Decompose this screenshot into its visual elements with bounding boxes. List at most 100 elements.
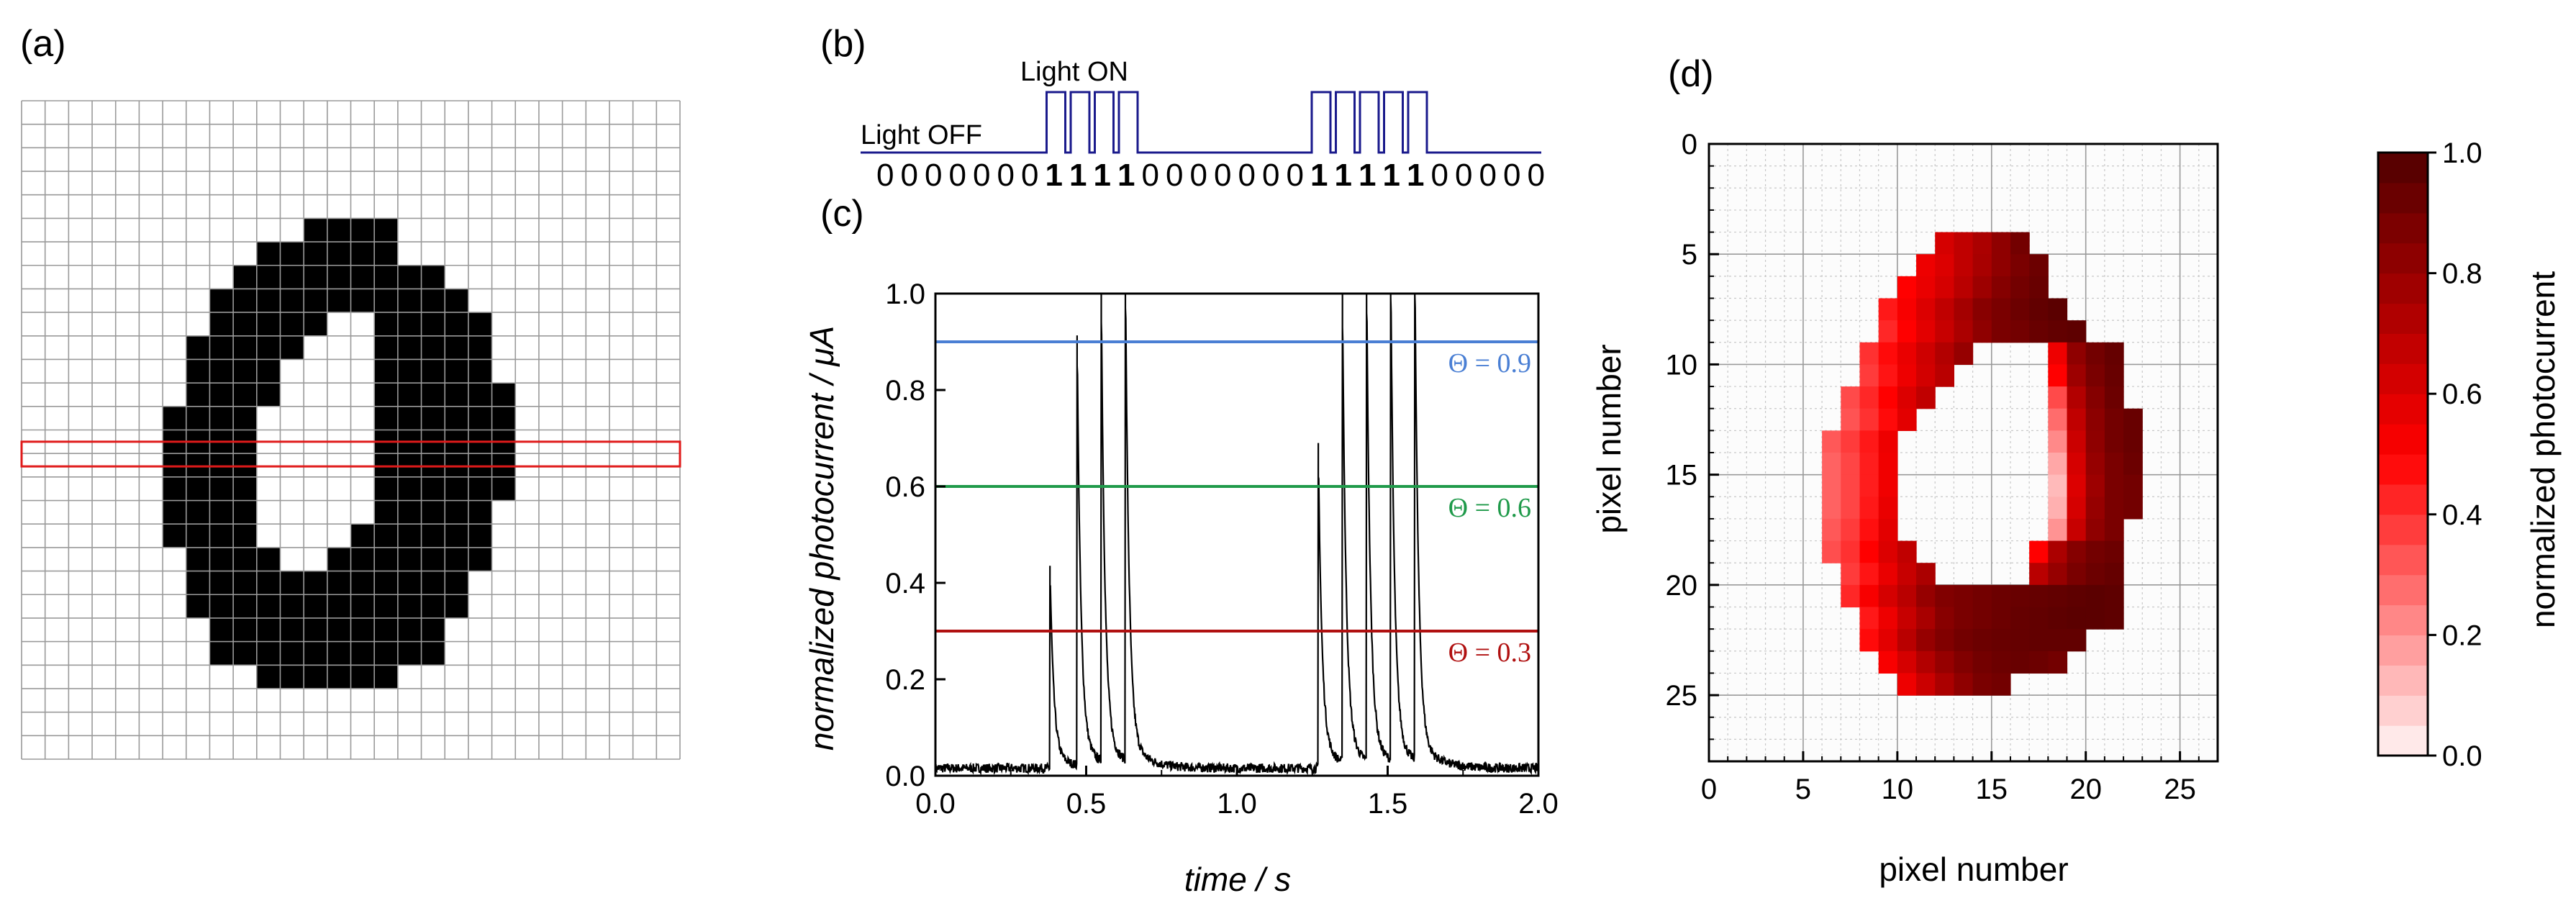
- c-y-tick-label: 0.4: [885, 568, 925, 599]
- colorbar-frame: [2377, 151, 2429, 757]
- heatmap-cell: [1991, 629, 2011, 652]
- colorbar-tick-label: 0.2: [2442, 620, 2482, 651]
- heatmap-cell: [1878, 364, 1898, 387]
- heatmap-cell: [2104, 563, 2124, 586]
- heatmap-cell: [1972, 320, 1992, 343]
- heatmap-cell: [1897, 540, 1917, 563]
- bit-digit: 0: [1214, 158, 1231, 193]
- heatmap-cell: [1841, 563, 1861, 586]
- heatmap-cell: [1878, 540, 1898, 563]
- heatmap-cell: [2010, 232, 2030, 255]
- heatmap-cell: [1991, 584, 2011, 608]
- heatmap-cell: [1991, 607, 2011, 630]
- heatmap-cell: [1935, 298, 1955, 321]
- heatmap-cell: [2029, 276, 2049, 299]
- heatmap-cell: [1841, 430, 1861, 453]
- heatmap-cell: [1935, 320, 1955, 343]
- colorbar-title: normalized photocurrent: [2524, 271, 2562, 628]
- heatmap-cell: [1935, 673, 1955, 696]
- heatmap-cell: [2048, 607, 2068, 630]
- heatmap-cell: [1897, 563, 1917, 586]
- heatmap-cell: [1878, 518, 1898, 542]
- heatmap-cell: [2085, 386, 2105, 409]
- heatmap-cell: [2067, 518, 2087, 542]
- heatmap-cell: [1991, 651, 2011, 674]
- heatmap-cell: [1916, 563, 1936, 586]
- colorbar-segment: [2378, 212, 2428, 244]
- light-off-label: Light OFF: [861, 120, 982, 150]
- bit-digit: 0: [1479, 158, 1497, 193]
- heatmap-cell: [1935, 607, 1955, 630]
- colorbar-segment: [2378, 363, 2428, 394]
- bit-digit: 0: [901, 158, 918, 193]
- digit-pixel: [209, 312, 327, 336]
- heatmap-cell: [2048, 474, 2068, 497]
- heatmap-cell: [2067, 342, 2087, 366]
- heatmap-cell: [2048, 408, 2068, 431]
- heatmap-cell: [1859, 364, 1879, 387]
- heatmap-cell: [2048, 518, 2068, 542]
- heatmap-cell: [1954, 607, 1974, 630]
- heatmap-cell: [1972, 673, 1992, 696]
- heatmap-cell: [1897, 584, 1917, 608]
- bit-digit: 0: [1455, 158, 1472, 193]
- d-y-tick-label: 20: [1666, 570, 1698, 602]
- panel-a-digit-grid: [20, 100, 681, 760]
- heatmap-cell: [1878, 651, 1898, 674]
- heatmap-cell: [2123, 408, 2143, 431]
- heatmap-cell: [2048, 629, 2068, 652]
- heatmap-cell: [1822, 518, 1841, 542]
- bit-digit: 0: [1166, 158, 1183, 193]
- heatmap-cell: [1935, 629, 1955, 652]
- heatmap-cell: [2104, 408, 2124, 431]
- heatmap-cell: [1897, 607, 1917, 630]
- heatmap-cell: [1859, 430, 1879, 453]
- heatmap-cell: [1897, 673, 1917, 696]
- heatmap-cell: [2067, 540, 2087, 563]
- bit-digit: 0: [925, 158, 942, 193]
- heatmap-cell: [2029, 298, 2049, 321]
- colorbar-segment: [2378, 514, 2428, 545]
- heatmap-cell: [2085, 607, 2105, 630]
- heatmap-cell: [1841, 408, 1861, 431]
- threshold-label-1: Θ = 0.6: [1448, 493, 1531, 523]
- d-x-tick-label: 25: [2164, 774, 2196, 805]
- panel-label-c: (c): [820, 193, 864, 235]
- c-y-axis-title: normalized photocurrent / μA: [803, 326, 840, 751]
- colorbar-segment: [2378, 454, 2428, 485]
- heatmap-cell: [1878, 474, 1898, 497]
- heatmap-cell: [2048, 342, 2068, 366]
- heatmap-cell: [1954, 232, 1974, 255]
- heatmap-cell: [2010, 607, 2030, 630]
- highlight-row-box: [20, 440, 681, 468]
- heatmap-cell: [1916, 629, 1936, 652]
- heatmap-cell: [2067, 563, 2087, 586]
- heatmap-cell: [1859, 607, 1879, 630]
- heatmap-cell: [1859, 584, 1879, 608]
- pulse-waveform: [861, 91, 1541, 154]
- heatmap-cell: [2085, 408, 2105, 431]
- heatmap-cell: [1935, 364, 1955, 387]
- heatmap-cell: [2067, 607, 2087, 630]
- heatmap-cell: [1954, 320, 1974, 343]
- heatmap-cell: [1954, 584, 1974, 608]
- c-y-tick-label: 0.2: [885, 664, 925, 696]
- heatmap-cell: [1972, 629, 1992, 652]
- heatmap-cell: [2067, 386, 2087, 409]
- heatmap-cell: [2085, 584, 2105, 608]
- heatmap-cell: [1878, 453, 1898, 476]
- d-x-axis-title: pixel number: [1879, 851, 2068, 888]
- heatmap-cell: [1878, 430, 1898, 453]
- heatmap-cell: [1897, 276, 1917, 299]
- heatmap-cell: [2123, 430, 2143, 453]
- bit-digit: 1: [1094, 158, 1111, 193]
- heatmap-cell: [1841, 474, 1861, 497]
- heatmap-cell: [1841, 518, 1861, 542]
- colorbar-segment: [2378, 544, 2428, 576]
- heatmap-cell: [1841, 584, 1861, 608]
- heatmap-cell: [1878, 497, 1898, 520]
- heatmap-cell: [1972, 276, 1992, 299]
- d-x-tick-label: 10: [1882, 774, 1914, 805]
- heatmap-cell: [1878, 584, 1898, 608]
- c-y-tick-label: 0.0: [885, 761, 925, 792]
